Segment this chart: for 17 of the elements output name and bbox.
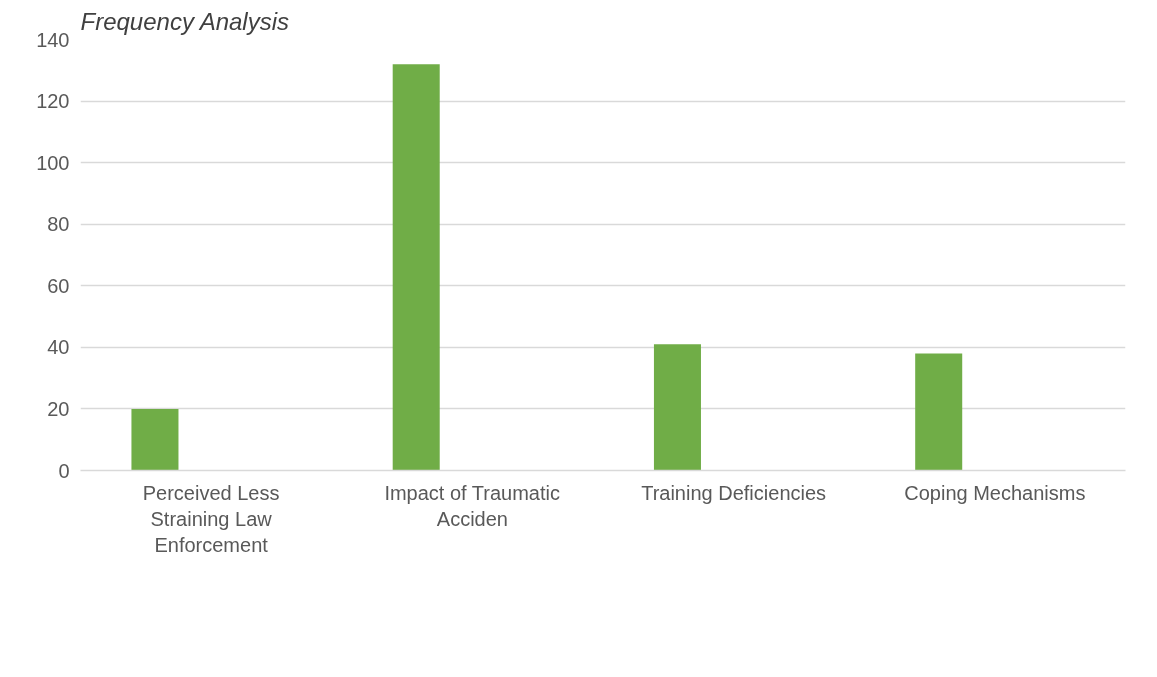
bar [392,64,440,471]
x-tick-label: Training Deficiencies [641,481,827,504]
y-tick-label: 120 [36,90,70,113]
bar [915,353,963,471]
bar [131,408,179,471]
y-tick-label: 100 [36,151,70,174]
bar [653,344,701,471]
x-tick-label: Coping Mechanisms [904,481,1086,504]
y-tick-label: 20 [47,397,70,420]
x-tick-label: Perceived Less Straining Law Enforcement [142,481,280,557]
chart-title: Frequency Analysis [80,7,290,35]
y-tick-label: 40 [47,336,70,359]
y-tick-label: 80 [47,213,70,236]
y-tick-label: 60 [47,274,70,297]
y-tick-label: 140 [36,28,70,51]
x-tick-label: Impact of Traumatic Acciden [384,481,561,530]
y-tick-label: 0 [58,459,70,482]
